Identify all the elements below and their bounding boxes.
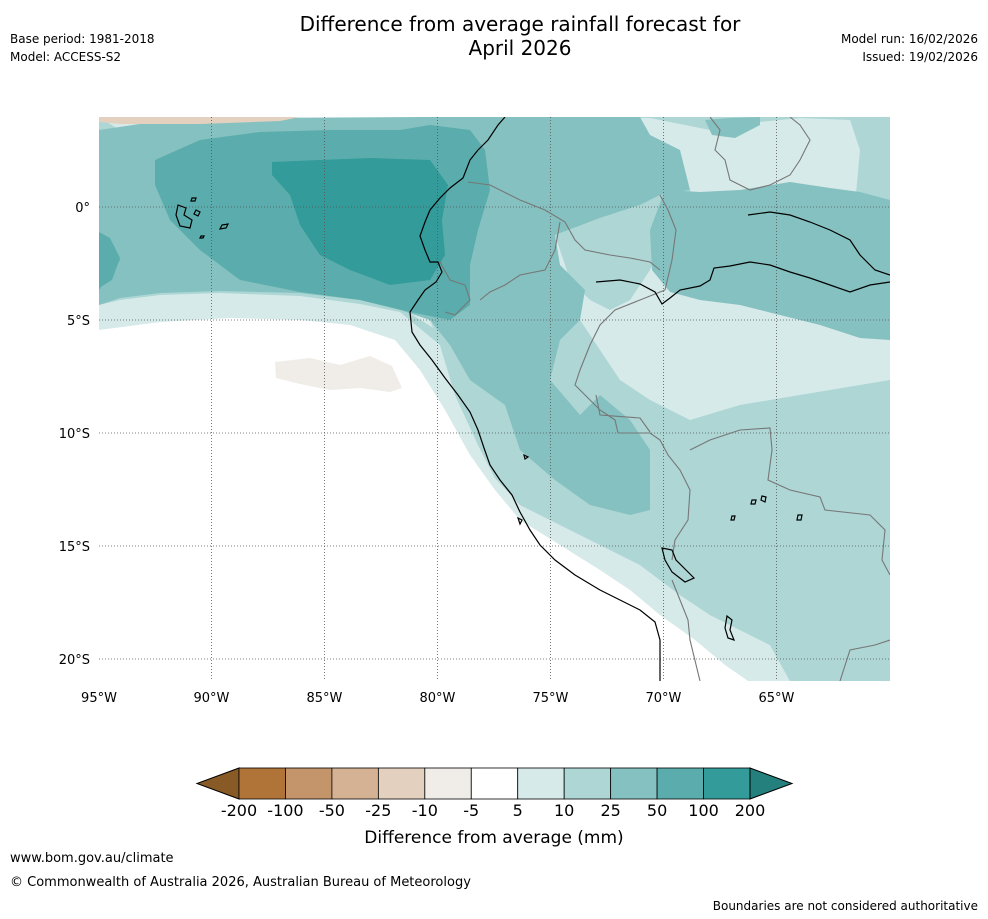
- border-bolivia-paraguay: [839, 639, 890, 681]
- colorbar-tick-2: -50: [319, 801, 345, 820]
- colorbar-tick-1: -100: [267, 801, 303, 820]
- border-bolivia-brazil: [689, 427, 890, 576]
- colorbar-swatch-6: [517, 767, 565, 800]
- lon-label-1: 90°W: [193, 691, 229, 706]
- lon-label-0: 95°W: [81, 691, 117, 706]
- lat-label-4: 20°S: [59, 653, 90, 668]
- colorbar-swatch-9: [656, 767, 704, 800]
- colorbar-extend-high: [749, 767, 794, 800]
- lat-label-1: 5°S: [67, 314, 90, 329]
- border-venezuela-north: [709, 117, 811, 191]
- colorbar-tick-7: 10: [554, 801, 574, 820]
- colorbar-extend-low: [195, 767, 240, 800]
- model-name: Model: ACCESS-S2: [10, 50, 122, 64]
- footer-copyright: © Commonwealth of Australia 2026, Austra…: [10, 875, 471, 890]
- border-chile-argentina: [671, 579, 701, 681]
- map-title: Difference from average rainfall forecas…: [0, 12, 988, 60]
- coastlines: [175, 117, 890, 681]
- contour-50-100mm-west: [99, 232, 120, 288]
- lat-label-2: 10°S: [59, 427, 90, 442]
- colorbar-swatch-4: [424, 767, 472, 800]
- colorbar-swatch-10: [703, 767, 751, 800]
- lon-label-4: 75°W: [532, 691, 568, 706]
- border-peru-brazil: [479, 221, 561, 301]
- contour-100-200mm: [272, 158, 448, 285]
- lon-label-2: 85°W: [306, 691, 342, 706]
- lat-label-3: 15°S: [59, 540, 90, 555]
- contour-25-50mm-east: [650, 182, 890, 340]
- coastline-amazon-river: [595, 261, 890, 305]
- footer-note: Boundaries are not considered authoritat…: [712, 899, 978, 913]
- colorbar-tick-4: -10: [412, 801, 438, 820]
- lon-label-5: 70°W: [645, 691, 681, 706]
- colorbar-swatch-3: [377, 767, 426, 800]
- lon-axis-labels: 95°W 90°W 85°W 80°W 75°W 70°W 65°W: [81, 691, 794, 706]
- colorbar-swatch-2: [331, 767, 379, 800]
- country-borders: [439, 117, 890, 681]
- colorbar-tick-9: 50: [647, 801, 667, 820]
- border-colombia-ecuador-peru: [467, 181, 661, 271]
- small-lakes: [516, 453, 803, 526]
- colorbar-swatch-7: [563, 767, 612, 800]
- colorbar-swatch-5: [470, 767, 519, 800]
- border-peru-brazil-south: [574, 289, 691, 561]
- colorbar-label: Difference from average (mm): [364, 828, 623, 848]
- border-ecuador-peru: [439, 261, 471, 316]
- lat-label-0: 0°: [75, 201, 90, 216]
- colorbar-tick-8: 25: [600, 801, 620, 820]
- meta-left: Base period: 1981-2018 Model: ACCESS-S2: [10, 30, 155, 66]
- model-run: Model run: 16/02/2026: [840, 32, 978, 46]
- base-period: Base period: 1981-2018: [10, 32, 155, 46]
- footer-url: www.bom.gov.au/climate: [10, 851, 174, 866]
- colorbar-tick-6: 5: [513, 801, 523, 820]
- colorbar-swatch-8: [610, 767, 658, 800]
- border-peru-bolivia: [595, 394, 651, 433]
- lake-poopo: [724, 614, 736, 641]
- colorbar: -200 -100 -50 -25 -10 -5 5 10 25 50 100 200: [195, 767, 794, 820]
- title-line-1: Difference from average rainfall forecas…: [299, 12, 741, 36]
- graticule: [99, 117, 890, 681]
- colorbar-swatch-0: [238, 767, 286, 800]
- lake-titicaca: [661, 547, 696, 583]
- lat-axis-labels: 0° 5°S 10°S 15°S 20°S: [59, 201, 90, 668]
- coastline-negro-river: [747, 211, 890, 276]
- galapagos-islands: [175, 197, 230, 239]
- colorbar-tick-0: -200: [221, 801, 257, 820]
- contour-minus5-minus10mm: [275, 356, 402, 392]
- title-line-2: April 2026: [468, 36, 572, 60]
- border-colombia-venezuela: [659, 194, 677, 291]
- colorbar-tick-10: 100: [688, 801, 719, 820]
- colorbar-swatch-1: [285, 767, 333, 800]
- coastline-pacific: [409, 117, 661, 681]
- map-panel: [99, 117, 890, 681]
- colorbar-tick-11: 200: [735, 801, 766, 820]
- colorbar-tick-3: -25: [365, 801, 391, 820]
- meta-right: Model run: 16/02/2026 Issued: 19/02/2026: [841, 30, 978, 66]
- contour-drying-north: [99, 117, 300, 124]
- lon-label-3: 80°W: [419, 691, 455, 706]
- issued-date: Issued: 19/02/2026: [862, 50, 978, 64]
- colorbar-tick-5: -5: [463, 801, 479, 820]
- lon-label-6: 65°W: [758, 691, 794, 706]
